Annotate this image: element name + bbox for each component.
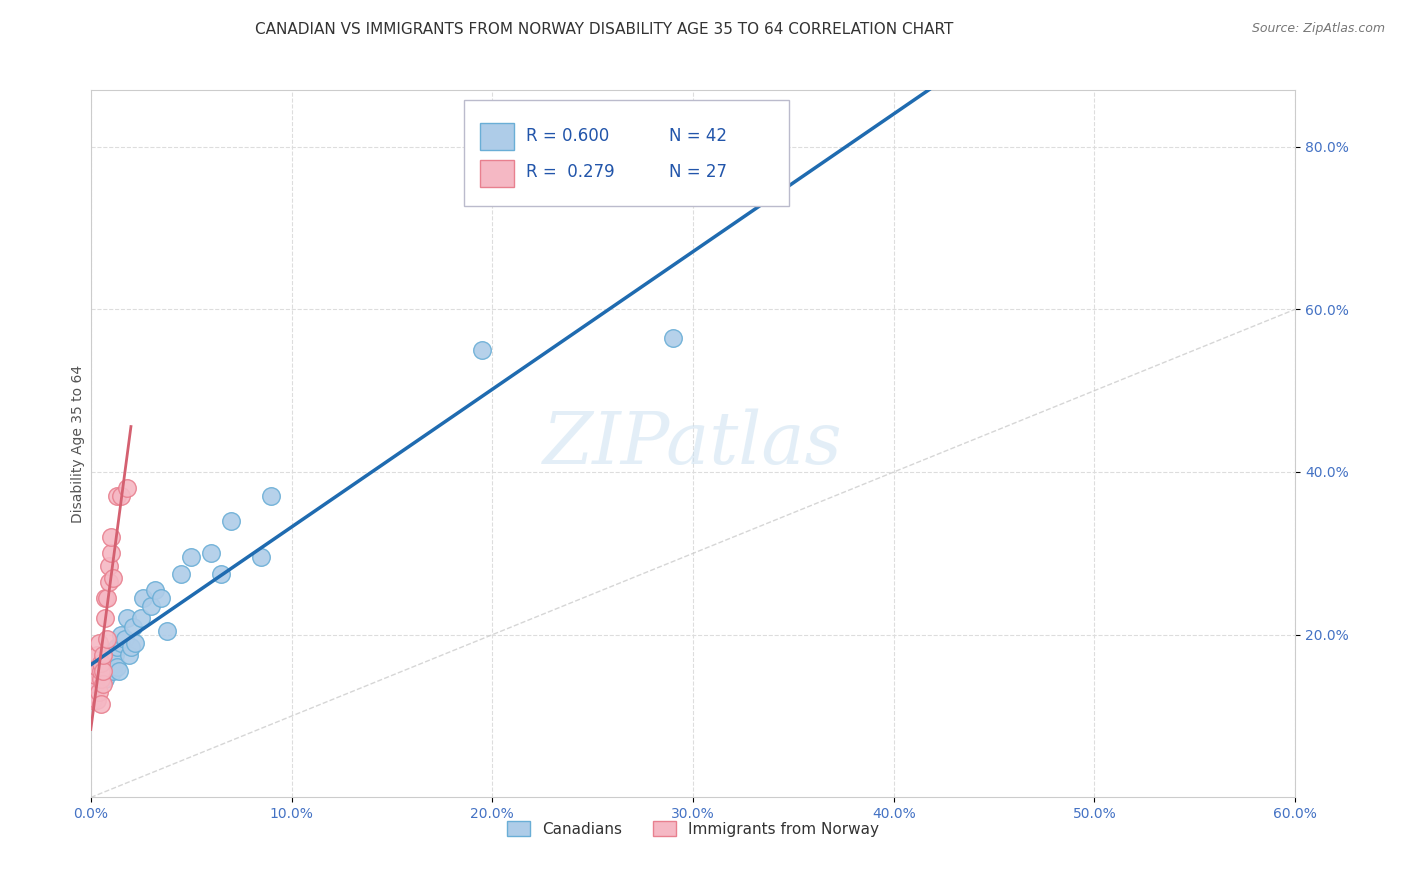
Point	[86, 660, 108, 674]
Point	[91, 665, 114, 679]
Point	[101, 665, 124, 679]
Point	[156, 624, 179, 638]
Point	[100, 546, 122, 560]
Point	[82, 693, 104, 707]
Point	[108, 665, 131, 679]
Text: CANADIAN VS IMMIGRANTS FROM NORWAY DISABILITY AGE 35 TO 64 CORRELATION CHART: CANADIAN VS IMMIGRANTS FROM NORWAY DISAB…	[256, 22, 953, 37]
Point	[96, 648, 118, 662]
Point	[118, 648, 141, 662]
Point	[94, 673, 117, 687]
Point	[105, 640, 128, 654]
Point	[150, 591, 173, 606]
Point	[115, 481, 138, 495]
Point	[662, 331, 685, 345]
Point	[94, 665, 117, 679]
Point	[115, 611, 138, 625]
FancyBboxPatch shape	[479, 160, 513, 186]
FancyBboxPatch shape	[479, 123, 513, 150]
Point	[105, 490, 128, 504]
Point	[90, 665, 112, 679]
Text: ZIPatlas: ZIPatlas	[543, 409, 842, 479]
Point	[90, 656, 112, 670]
Point	[200, 546, 222, 560]
Point	[100, 530, 122, 544]
Point	[129, 611, 152, 625]
FancyBboxPatch shape	[464, 100, 789, 206]
Point	[90, 697, 112, 711]
Point	[105, 660, 128, 674]
Point	[87, 636, 110, 650]
Point	[143, 582, 166, 597]
Point	[86, 648, 108, 662]
Point	[96, 591, 118, 606]
Point	[100, 648, 122, 662]
Point	[100, 660, 122, 674]
Point	[260, 490, 283, 504]
Text: N = 27: N = 27	[669, 163, 727, 181]
Point	[97, 558, 120, 573]
Point	[91, 676, 114, 690]
Point	[94, 591, 117, 606]
Point	[97, 665, 120, 679]
Point	[100, 656, 122, 670]
Point	[250, 550, 273, 565]
Point	[110, 636, 132, 650]
Text: Source: ZipAtlas.com: Source: ZipAtlas.com	[1251, 22, 1385, 36]
Point	[90, 673, 112, 687]
Point	[124, 636, 146, 650]
Point	[104, 656, 127, 670]
Point	[97, 574, 120, 589]
Point	[101, 644, 124, 658]
Point	[122, 619, 145, 633]
Text: R =  0.279: R = 0.279	[526, 163, 614, 181]
Point	[221, 514, 243, 528]
Point	[83, 676, 105, 690]
Point	[86, 693, 108, 707]
Point	[87, 684, 110, 698]
Point	[114, 632, 136, 646]
Point	[83, 668, 105, 682]
Point	[132, 591, 155, 606]
Point	[120, 640, 142, 654]
Point	[94, 611, 117, 625]
Legend: Canadians, Immigrants from Norway: Canadians, Immigrants from Norway	[501, 814, 884, 843]
Point	[139, 599, 162, 614]
Point	[209, 566, 232, 581]
Point	[96, 656, 118, 670]
Point	[104, 648, 127, 662]
Point	[170, 566, 193, 581]
Text: N = 42: N = 42	[669, 127, 727, 145]
Y-axis label: Disability Age 35 to 64: Disability Age 35 to 64	[72, 365, 86, 523]
Point	[101, 571, 124, 585]
Point	[90, 665, 112, 679]
Point	[96, 632, 118, 646]
Point	[90, 660, 112, 674]
Point	[110, 628, 132, 642]
Point	[91, 648, 114, 662]
Point	[110, 490, 132, 504]
Point	[86, 668, 108, 682]
Point	[83, 676, 105, 690]
Point	[180, 550, 202, 565]
Point	[471, 343, 494, 357]
Text: R = 0.600: R = 0.600	[526, 127, 609, 145]
